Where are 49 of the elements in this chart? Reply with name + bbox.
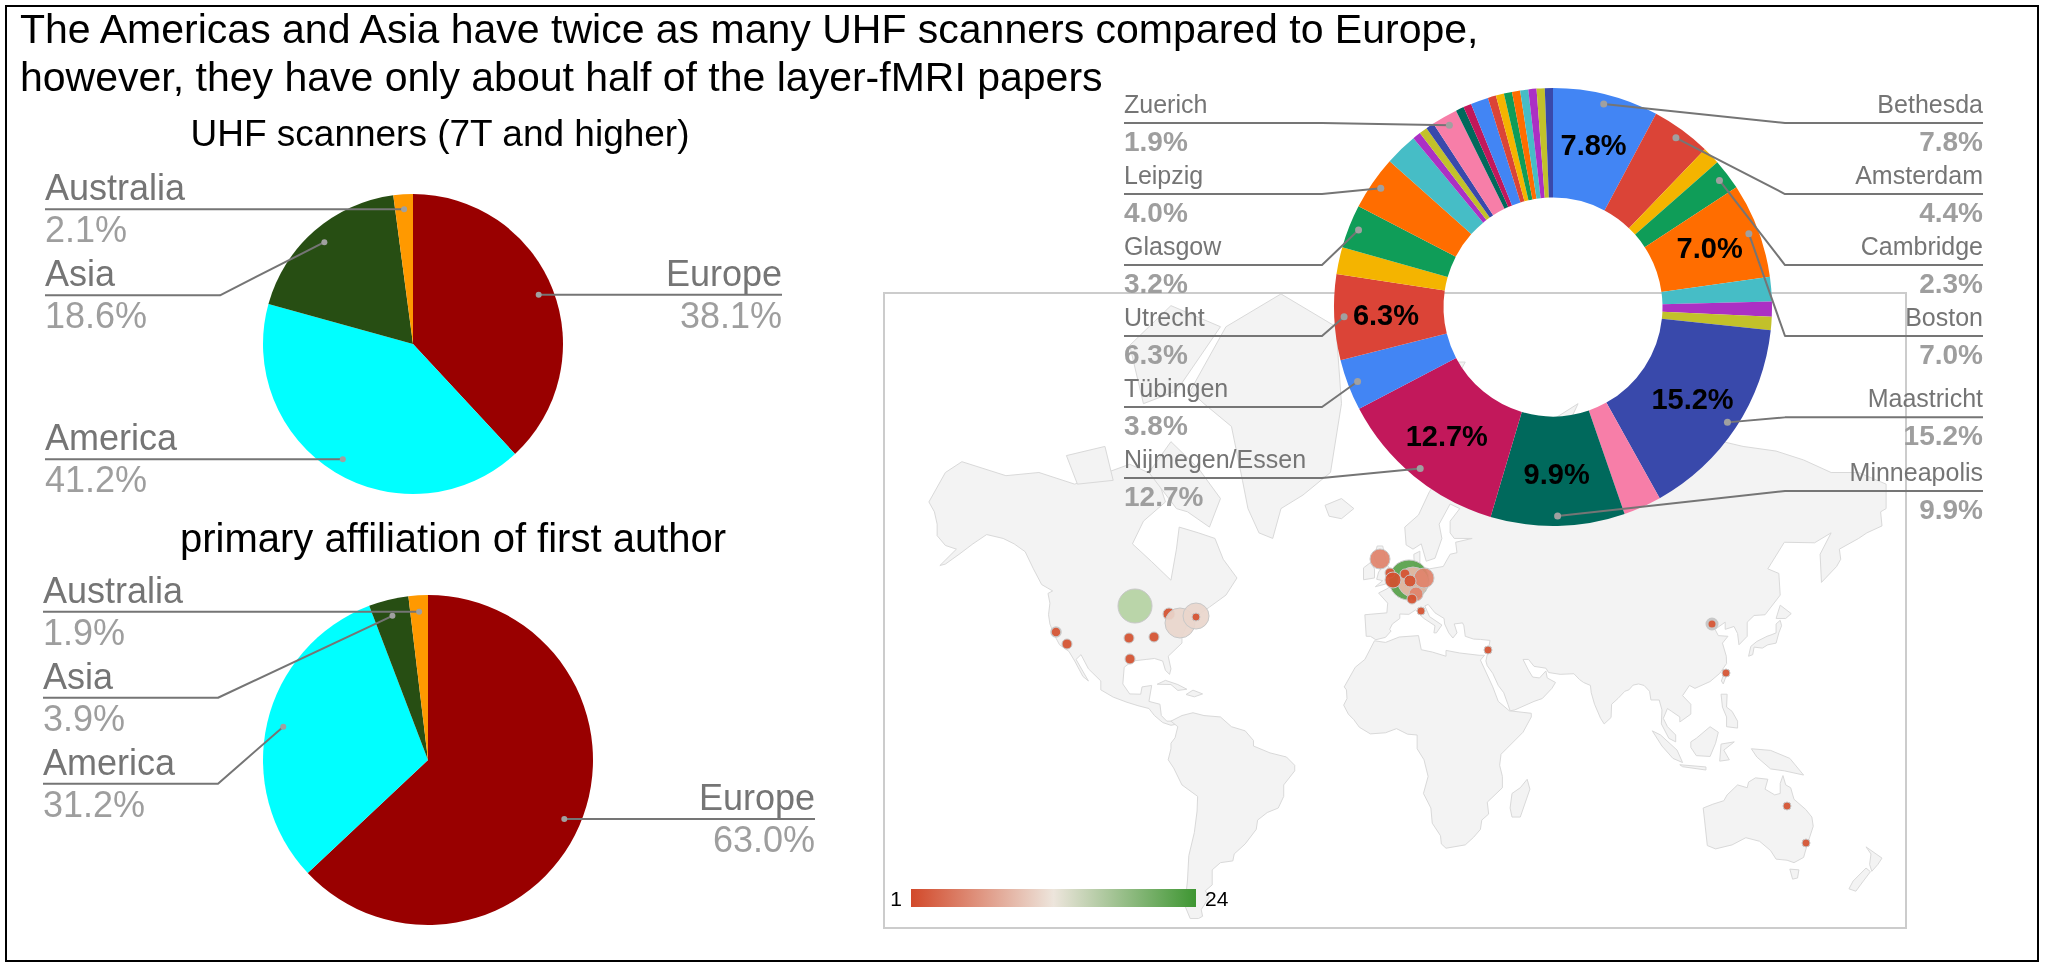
data-label: 2.3% bbox=[1919, 268, 1984, 300]
data-label: 41.2% bbox=[45, 459, 148, 501]
text: 6.3% bbox=[1124, 339, 1188, 371]
slice-label: Amsterdam bbox=[1855, 161, 1983, 190]
text: 12.7% bbox=[1124, 481, 1204, 513]
slice-label: Asia bbox=[45, 253, 117, 295]
slice-label: Minneapolis bbox=[1849, 457, 1983, 486]
chart-subtitle: UHF scanners (7T and higher) bbox=[190, 113, 690, 154]
text: 9.9% bbox=[1919, 493, 1983, 525]
text: 15.2% bbox=[1903, 420, 1983, 452]
text: 7.0% bbox=[1919, 339, 1983, 371]
slice-label: Boston bbox=[1905, 303, 1983, 332]
slice-label: America bbox=[45, 417, 179, 459]
slice-label: Nijmegen/Essen bbox=[1124, 445, 1307, 474]
data-label: 7.0% bbox=[1676, 232, 1743, 265]
data-label: 1.9% bbox=[1124, 126, 1188, 158]
data-label: 4.0% bbox=[1124, 197, 1188, 229]
data-label: 3.8% bbox=[1124, 410, 1188, 442]
chart-title: primary affiliation of first author bbox=[179, 516, 727, 560]
data-label: 3.9% bbox=[43, 697, 126, 739]
data-label: 6.3% bbox=[1352, 298, 1420, 331]
data-label: 18.6% bbox=[45, 295, 148, 337]
slice-label: Maastricht bbox=[1867, 384, 1984, 413]
slice-label: Bethesda bbox=[1877, 90, 1984, 119]
slice-label: Cambridge bbox=[1860, 232, 1983, 261]
slice-label: Glasgow bbox=[1124, 232, 1223, 261]
slice-label: Tübingen bbox=[1124, 374, 1229, 403]
slice-label: Utrecht bbox=[1124, 303, 1205, 332]
data-label: 3.2% bbox=[1124, 268, 1188, 300]
data-label: 15.2% bbox=[1651, 383, 1734, 416]
slice-label: Australia bbox=[45, 167, 187, 209]
slice-label: Leipzig bbox=[1124, 161, 1204, 190]
data-label: 1.9% bbox=[43, 611, 126, 653]
text: 1 bbox=[890, 886, 902, 910]
slice-label: America bbox=[43, 741, 177, 783]
slice-label: Asia bbox=[43, 655, 115, 697]
text: 7.8% bbox=[1919, 126, 1983, 158]
data-label: 63.0% bbox=[712, 818, 815, 860]
data-label: 9.9% bbox=[1523, 458, 1590, 491]
data-label: 4.4% bbox=[1919, 197, 1984, 229]
slice-label: Europe bbox=[665, 252, 782, 294]
slice-label: Australia bbox=[43, 569, 185, 611]
data-label: 2.1% bbox=[45, 209, 128, 251]
data-label: 7.8% bbox=[1560, 128, 1627, 161]
text: 24 bbox=[1205, 886, 1229, 910]
slice-label: Europe bbox=[698, 776, 815, 818]
data-label: 38.1% bbox=[679, 294, 782, 336]
data-label: 12.7% bbox=[1405, 420, 1489, 453]
data-label: 31.2% bbox=[43, 783, 146, 825]
